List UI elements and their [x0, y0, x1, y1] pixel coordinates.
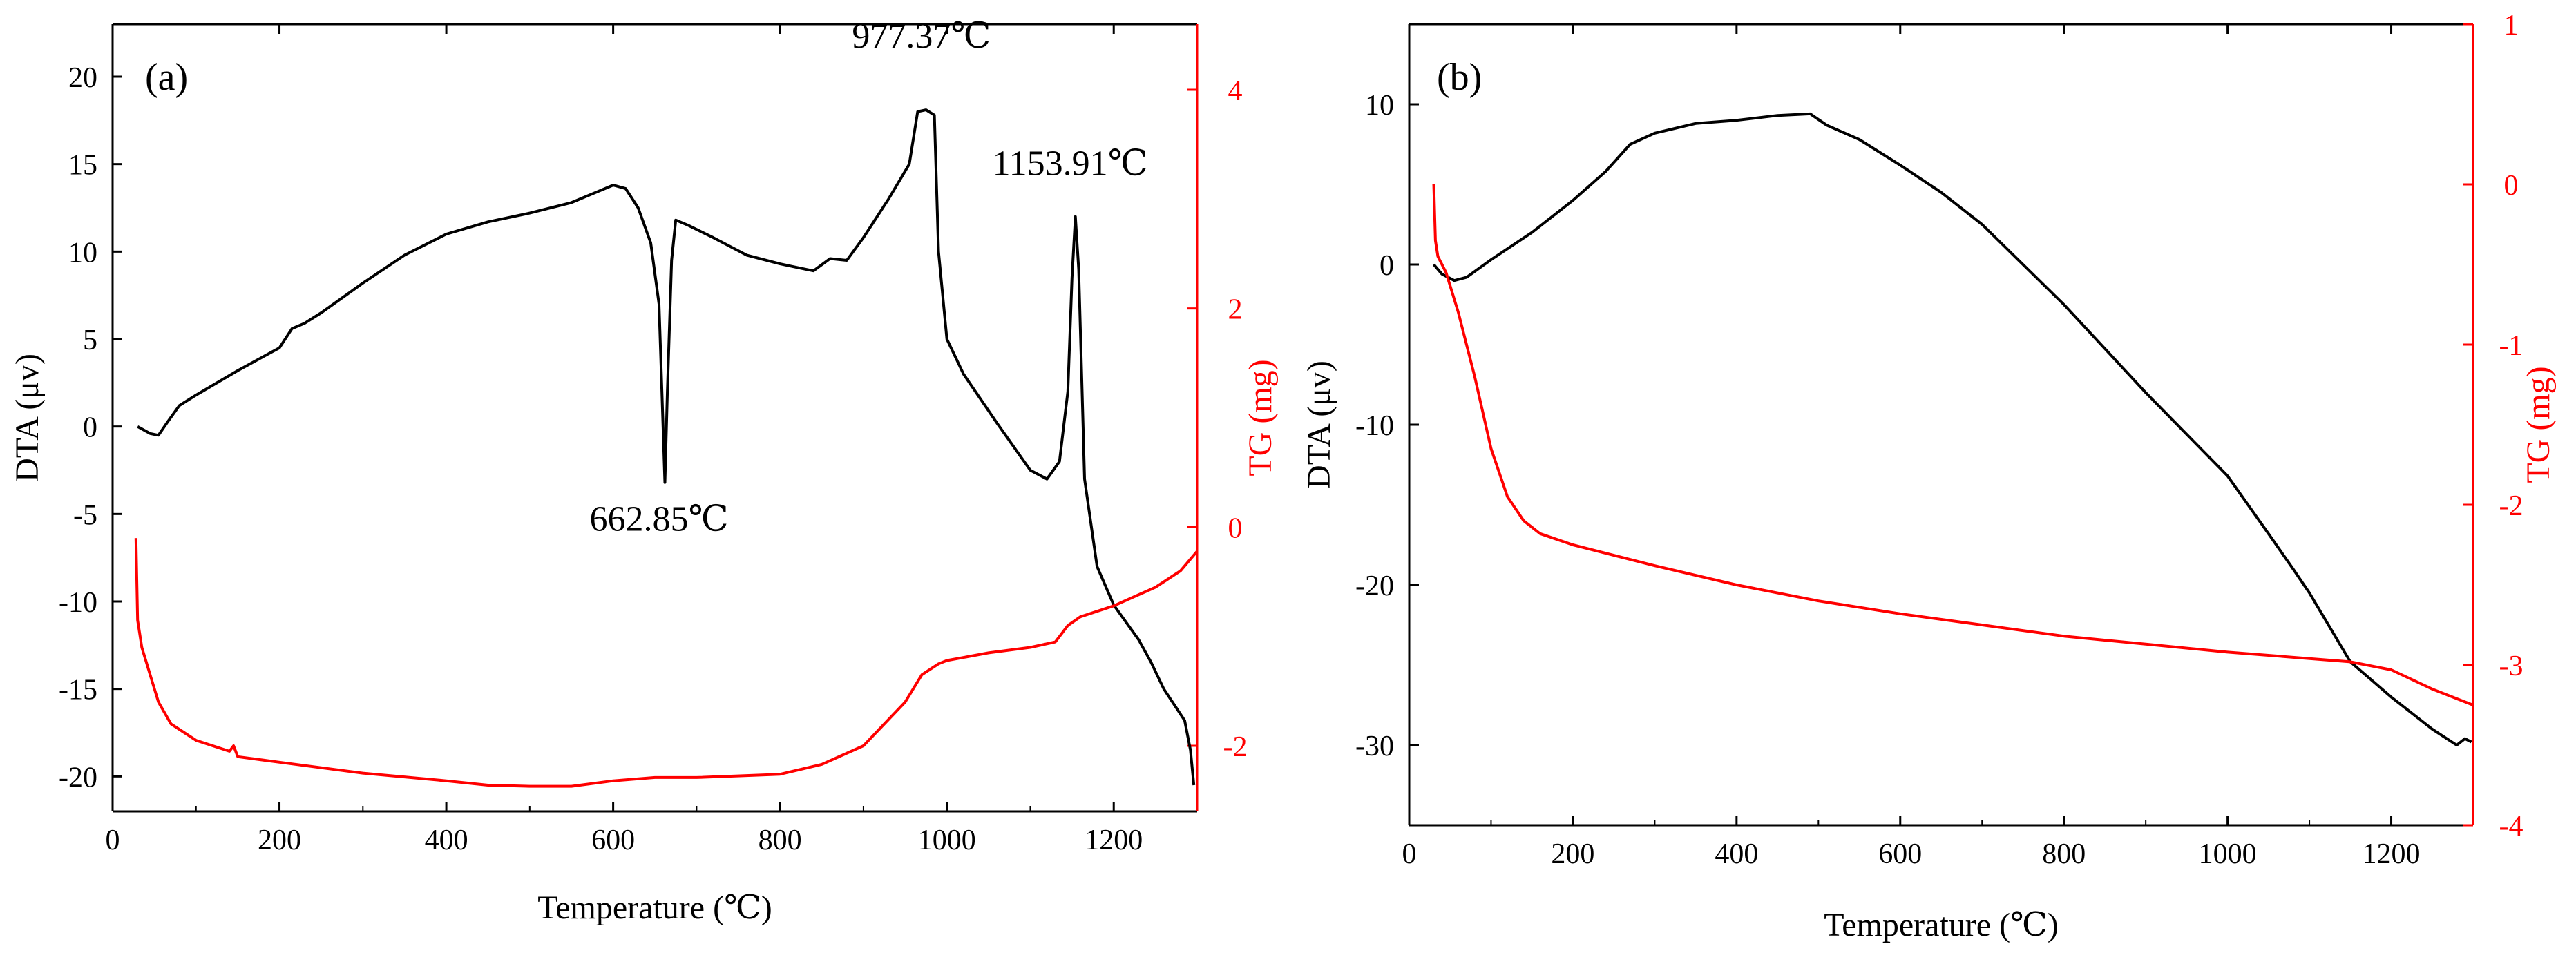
y-left-tick-label: 15 — [68, 150, 97, 182]
x-tick-label: 1000 — [918, 825, 976, 856]
series-line-dta — [1432, 112, 2472, 746]
x-axis-title: Temperature (℃) — [537, 889, 772, 926]
y-left-tick-label: -15 — [59, 675, 97, 706]
peak-annotation: 977.37℃ — [852, 17, 991, 56]
y-left-tick-label: 0 — [83, 412, 97, 444]
x-tick-label: 1200 — [2363, 838, 2421, 870]
x-tick-label: 400 — [425, 825, 468, 856]
y-right-tick-label: 0 — [2504, 170, 2519, 202]
x-tick-label: 800 — [759, 825, 802, 856]
y-right-tick-label: -1 — [2499, 330, 2523, 362]
panel-label: (b) — [1437, 56, 1482, 99]
y-right-axis-title: TG (mg) — [2520, 366, 2557, 483]
series-line-dta — [137, 108, 1196, 786]
y-right-tick-label: 2 — [1228, 294, 1243, 326]
y-left-tick-label: -5 — [73, 499, 97, 531]
peak-annotation: 1153.91℃ — [993, 144, 1148, 184]
y-left-tick-label: -30 — [1355, 731, 1394, 762]
y-left-tick-label: -10 — [59, 587, 97, 619]
x-tick-label: 200 — [258, 825, 301, 856]
y-right-tick-label: -4 — [2499, 811, 2523, 842]
x-tick-label: 0 — [106, 825, 120, 856]
y-left-axis-title: DTA (μv) — [1301, 360, 1337, 489]
x-tick-label: 200 — [1551, 838, 1594, 870]
y-right-tick-label: 0 — [1228, 512, 1243, 544]
x-tick-label: 600 — [1878, 838, 1922, 870]
y-left-tick-label: -20 — [59, 762, 97, 793]
chart-panel-1: 0 200 400 600 800 1000 1200-30-20-10010-4-3-2-… — [1301, 10, 2557, 943]
y-left-tick-label: 0 — [1380, 250, 1394, 282]
x-tick-label: 600 — [591, 825, 635, 856]
chart-panel-0: 0 200 400 600 800 1000 1200-20-15-10-505101520… — [9, 17, 1279, 926]
series-line-tg — [1432, 184, 2474, 706]
x-tick-label: 1200 — [1085, 825, 1143, 856]
y-left-tick-label: 10 — [1365, 90, 1394, 122]
x-tick-label: 800 — [2042, 838, 2086, 870]
series-line-tg — [134, 538, 1199, 788]
x-tick-label: 400 — [1715, 838, 1758, 870]
y-left-axis-title: DTA (μv) — [9, 354, 46, 482]
y-right-tick-label: 4 — [1228, 75, 1243, 107]
y-right-axis-title: TG (mg) — [1242, 359, 1279, 476]
y-left-tick-label: -10 — [1355, 410, 1394, 442]
y-right-tick-label: -3 — [2499, 650, 2523, 682]
y-left-tick-label: 10 — [68, 237, 97, 269]
x-tick-label: 0 — [1402, 838, 1417, 870]
y-right-tick-label: -2 — [2499, 490, 2523, 522]
x-axis-title: Temperature (℃) — [1824, 907, 2059, 943]
panel-label: (a) — [145, 56, 188, 99]
y-left-tick-label: -20 — [1355, 570, 1394, 602]
peak-annotation: 662.85℃ — [590, 500, 729, 539]
y-left-tick-label: 20 — [68, 62, 97, 94]
y-right-tick-label: 1 — [2504, 10, 2519, 41]
y-right-tick-label: -2 — [1223, 731, 1248, 763]
x-tick-label: 1000 — [2199, 838, 2257, 870]
y-left-tick-label: 5 — [83, 325, 97, 356]
